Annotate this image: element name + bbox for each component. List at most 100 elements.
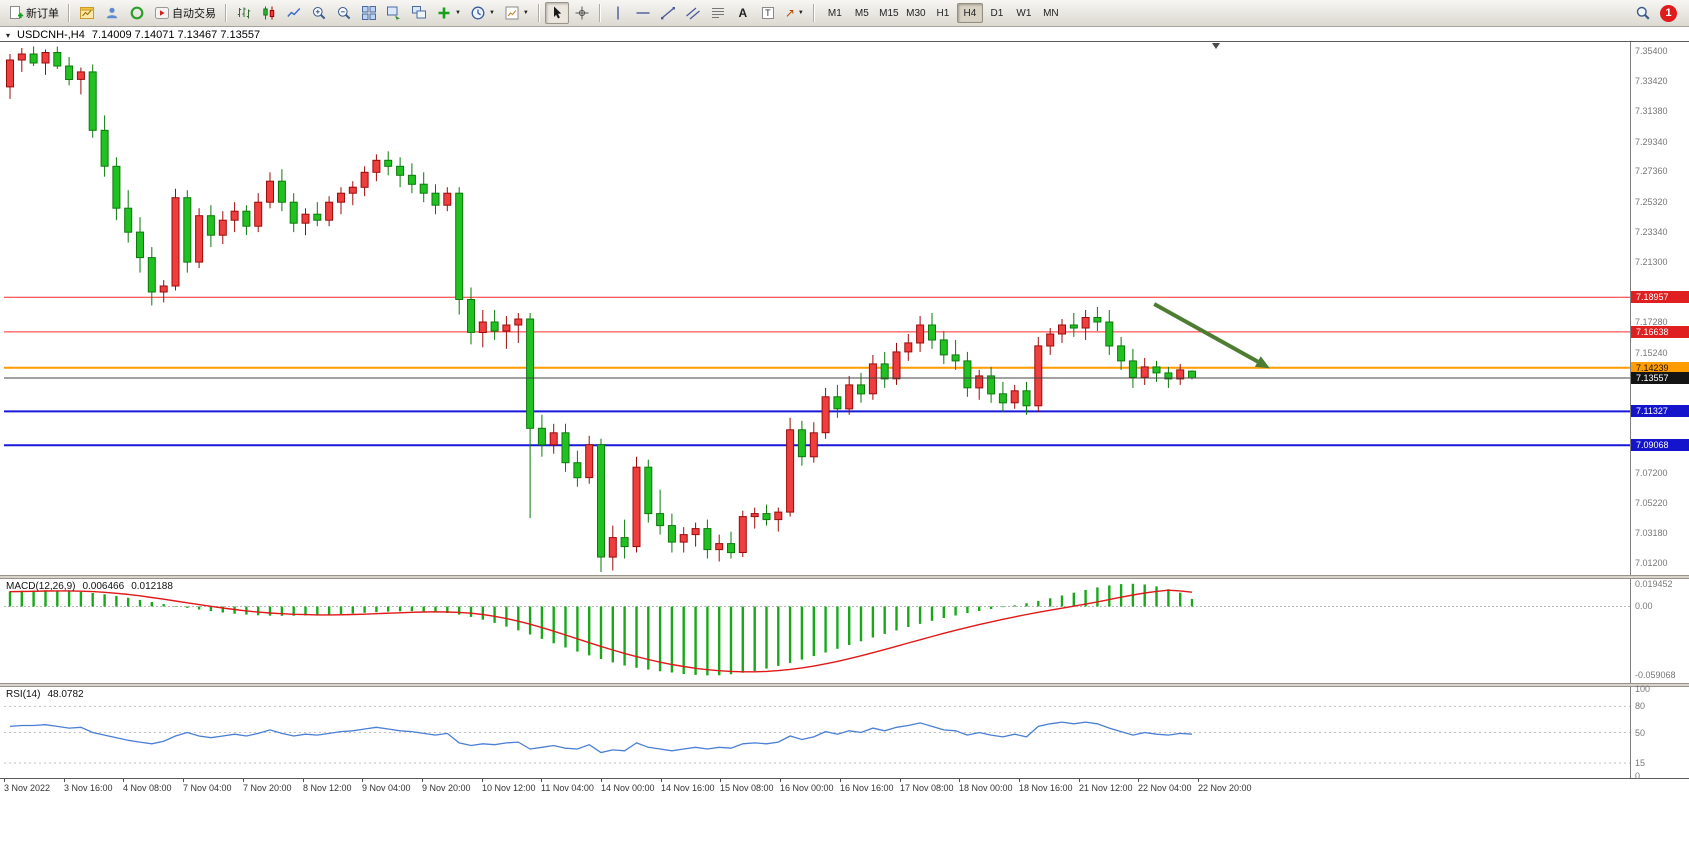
- rsi-label: RSI(14): [6, 689, 41, 700]
- time-axis-border: [0, 778, 1689, 779]
- macd-value-signal: 0.012188: [131, 581, 173, 592]
- chevron-down-icon: ▼: [522, 10, 529, 16]
- line-chart-button[interactable]: [282, 2, 306, 24]
- timeframe-button-m30[interactable]: M30: [906, 7, 926, 19]
- cursor-icon: [549, 5, 565, 21]
- ohlc-bars-icon: [236, 5, 252, 21]
- panel-separator[interactable]: [0, 683, 1689, 687]
- candlestick-icon: [261, 5, 277, 21]
- timeframe-button-h1[interactable]: H1: [936, 7, 950, 19]
- vertical-line-icon: [610, 5, 626, 21]
- clock-icon: [470, 5, 486, 21]
- chart-window-button[interactable]: [75, 2, 99, 24]
- candlestick-layer: [6, 46, 1196, 572]
- fibonacci-tool-button[interactable]: [706, 2, 730, 24]
- chart-dropdown-icon[interactable]: ▾: [6, 31, 11, 40]
- line-chart-icon: [286, 5, 302, 21]
- cascade-windows-icon: [411, 5, 427, 21]
- text-label-tool-button[interactable]: T: [756, 2, 780, 24]
- hline-layer: [4, 296, 1630, 447]
- timeframe-button-m15[interactable]: M15: [879, 7, 899, 19]
- macd-title: MACD(12,26,9) 0.006466 0.012188: [6, 581, 173, 592]
- timeframe-button-h4[interactable]: H4: [956, 3, 983, 23]
- notification-badge[interactable]: 1: [1660, 4, 1677, 22]
- templates-button[interactable]: ▼: [500, 2, 533, 24]
- trend-arrow: [1153, 302, 1270, 369]
- add-indicator-icon: [436, 5, 452, 21]
- tile-windows-button[interactable]: [357, 2, 381, 24]
- rsi-value: 48.0782: [47, 689, 84, 700]
- time-axis[interactable]: [0, 779, 1689, 797]
- arrows-icon: ↗: [784, 6, 795, 20]
- text-label-icon: T: [762, 7, 774, 19]
- arrows-tool-button[interactable]: ↗ ▼: [781, 2, 808, 24]
- vertical-line-tool-button[interactable]: [606, 2, 630, 24]
- auto-trading-button[interactable]: 自动交易: [150, 2, 220, 24]
- profiles-button[interactable]: [100, 2, 124, 24]
- toolbar-separator: [68, 4, 70, 22]
- macd-value-main: 0.006466: [82, 581, 125, 592]
- chart-ohlc-values: 7.14009 7.14071 7.13467 7.13557: [91, 29, 261, 41]
- chevron-down-icon: ▼: [488, 10, 495, 16]
- candlestick-button[interactable]: [257, 2, 281, 24]
- chart-window-icon: [79, 5, 95, 21]
- timeframe-button-m1[interactable]: M1: [827, 7, 842, 19]
- timeframe-button-w1[interactable]: W1: [1016, 7, 1032, 19]
- search-icon: [1635, 5, 1651, 21]
- rsi-title: RSI(14) 48.0782: [6, 689, 84, 700]
- channel-icon: [685, 5, 701, 21]
- zoom-out-button[interactable]: [332, 2, 356, 24]
- ohlc-bars-button[interactable]: [232, 2, 256, 24]
- chevron-down-icon: ▼: [797, 10, 804, 16]
- channel-tool-button[interactable]: [681, 2, 705, 24]
- tile-windows-icon: [361, 5, 377, 21]
- new-order-label: 新订单: [26, 8, 59, 20]
- timeframe-button-d1[interactable]: D1: [990, 7, 1004, 19]
- timeframe-button-m5[interactable]: M5: [854, 7, 869, 19]
- new-order-button[interactable]: 新订单: [4, 2, 63, 24]
- trendline-icon: [660, 5, 676, 21]
- macd-label: MACD(12,26,9): [6, 581, 76, 592]
- arrange-windows-icon: [386, 5, 402, 21]
- profiles-icon: [104, 5, 120, 21]
- zoom-in-button[interactable]: [307, 2, 331, 24]
- chart-title: USDCNH-,H4: [17, 29, 85, 41]
- periods-button[interactable]: ▼: [466, 2, 499, 24]
- new-order-icon: [8, 5, 24, 21]
- zoom-in-icon: [311, 5, 327, 21]
- horizontal-line-icon: [635, 5, 651, 21]
- timeframe-button-mn[interactable]: MN: [1043, 7, 1059, 19]
- rsi-level-lines: [4, 705, 1630, 764]
- macd-histogram: [8, 583, 1194, 676]
- toolbar-separator: [598, 4, 601, 22]
- cascade-windows-button[interactable]: [407, 2, 431, 24]
- text-tool-button[interactable]: A: [731, 2, 755, 24]
- fibonacci-icon: [710, 5, 726, 21]
- horizontal-line-tool-button[interactable]: [631, 2, 655, 24]
- chart-shift-marker[interactable]: [1212, 43, 1220, 49]
- price-axis[interactable]: [1631, 42, 1689, 778]
- toolbar-separator: [225, 4, 227, 22]
- toolbar: 新订单 自动交易 ▼ ▼: [0, 0, 1689, 27]
- crosshair-tool-button[interactable]: [570, 2, 594, 24]
- search-button[interactable]: [1631, 2, 1655, 24]
- add-indicator-button[interactable]: ▼: [432, 2, 465, 24]
- rsi-line: [9, 721, 1193, 754]
- crosshair-icon: [574, 5, 590, 21]
- toolbar-separator: [812, 4, 815, 22]
- text-tool-icon: A: [738, 6, 748, 20]
- chart-title-bar: ▾ USDCNH-,H4 7.14009 7.14071 7.13467 7.1…: [6, 29, 267, 41]
- trendline-tool-button[interactable]: [656, 2, 680, 24]
- arrange-windows-button[interactable]: [382, 2, 406, 24]
- community-icon: [129, 5, 145, 21]
- toolbar-separator: [537, 4, 540, 22]
- cursor-tool-button[interactable]: [544, 2, 569, 24]
- template-icon: [504, 5, 520, 21]
- panel-separator[interactable]: [0, 575, 1689, 579]
- macd-signal-line: [9, 589, 1193, 673]
- zoom-out-icon: [336, 5, 352, 21]
- auto-trading-label: 自动交易: [172, 8, 216, 20]
- timeframe-group: M1 M5 M15 M30 H1 H4 D1 W1 MN: [822, 3, 1064, 23]
- community-button[interactable]: [125, 2, 149, 24]
